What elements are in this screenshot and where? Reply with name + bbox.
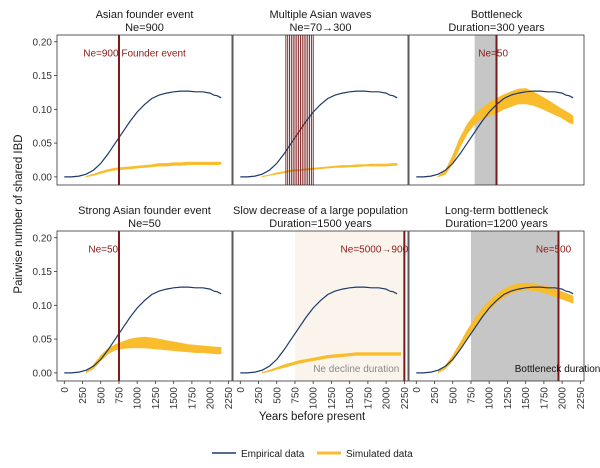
x-tick-label: 500 bbox=[96, 387, 107, 404]
plot-area bbox=[240, 35, 398, 185]
simulated-ribbon bbox=[85, 161, 222, 178]
empirical-line bbox=[64, 90, 222, 178]
x-tick-label: 250 bbox=[78, 387, 89, 404]
y-tick-label: 0.05 bbox=[33, 335, 53, 346]
y-tick-label: 0.20 bbox=[33, 233, 53, 244]
plot-area bbox=[416, 35, 574, 185]
x-tick-label: 0 bbox=[412, 387, 423, 393]
panel-title: Multiple Asian waves bbox=[269, 9, 372, 21]
x-tick-label: 250 bbox=[254, 387, 265, 404]
panel-frame bbox=[56, 230, 233, 382]
empirical-line bbox=[240, 90, 398, 178]
x-tick-label: 250 bbox=[430, 387, 441, 404]
x-tick-label: 2250 bbox=[224, 387, 235, 410]
annotation: Ne=50 bbox=[88, 245, 118, 256]
x-tick-label: 1500 bbox=[521, 387, 532, 410]
panel-title: Slow decrease of a large population bbox=[233, 205, 408, 217]
x-tick-label: 750 bbox=[467, 387, 478, 404]
x-tick-label: 500 bbox=[448, 387, 459, 404]
x-tick-label: 0 bbox=[236, 387, 247, 393]
panel-frame bbox=[408, 34, 585, 186]
y-tick-label: 0.15 bbox=[33, 267, 53, 278]
legend: Empirical data Simulated data bbox=[212, 449, 413, 460]
plot-area bbox=[416, 231, 574, 381]
y-axis-label: Pairwise number of shared IBD bbox=[13, 134, 25, 293]
empirical-line bbox=[416, 286, 574, 374]
y-tick-label: 0.10 bbox=[33, 301, 53, 312]
panel-frame bbox=[232, 230, 409, 382]
annotation: Ne=900 Founder event bbox=[83, 49, 186, 60]
y-tick-label: 0.00 bbox=[33, 172, 53, 183]
simulated-ribbon bbox=[261, 352, 401, 374]
x-tick-label: 1750 bbox=[187, 387, 198, 410]
panel-subtitle: Ne=900 bbox=[125, 22, 164, 34]
x-tick-label: 1500 bbox=[345, 387, 356, 410]
x-tick-label: 750 bbox=[115, 387, 126, 404]
plot-area bbox=[64, 231, 222, 381]
panel-frame bbox=[408, 230, 585, 382]
plot-area bbox=[64, 35, 222, 185]
annotation: Ne=500 bbox=[536, 245, 572, 256]
x-tick-label: 500 bbox=[272, 387, 283, 404]
simulated-ribbon bbox=[437, 88, 574, 178]
x-tick-label: 1750 bbox=[363, 387, 374, 410]
panel-title: Asian founder event bbox=[96, 9, 194, 21]
y-tick-label: 0.00 bbox=[33, 368, 53, 379]
x-tick-label: 2000 bbox=[206, 387, 217, 410]
panel-5: Slow decrease of a large populationDurat… bbox=[232, 205, 411, 410]
x-tick-label: 0 bbox=[60, 387, 71, 393]
panel-4: Strong Asian founder eventNe=50Ne=500.00… bbox=[33, 205, 235, 409]
panel-title: Strong Asian founder event bbox=[78, 205, 211, 217]
x-tick-label: 1250 bbox=[327, 387, 338, 410]
x-tick-label: 2000 bbox=[558, 387, 569, 410]
x-tick-label: 1250 bbox=[151, 387, 162, 410]
annotation: Bottleneck duration bbox=[515, 364, 600, 375]
panel-subtitle: Duration=300 years bbox=[448, 22, 545, 34]
simulated-ribbon bbox=[85, 336, 222, 374]
y-tick-label: 0.05 bbox=[33, 139, 53, 150]
panel-frame bbox=[232, 34, 409, 186]
panel-subtitle: Ne=70→300 bbox=[289, 22, 351, 34]
legend-simulated-label: Simulated data bbox=[346, 449, 413, 460]
annotation: Ne=5000→900 bbox=[341, 245, 409, 256]
annotation: Ne=50 bbox=[478, 49, 508, 60]
x-tick-label: 1750 bbox=[539, 387, 550, 410]
annotation: Ne decline duration bbox=[313, 364, 399, 375]
x-tick-label: 1500 bbox=[169, 387, 180, 410]
panel-title: Long-term bottleneck bbox=[445, 205, 549, 217]
x-tick-label: 2250 bbox=[400, 387, 411, 410]
y-tick-label: 0.20 bbox=[33, 37, 53, 48]
panel-subtitle: Ne=50 bbox=[128, 218, 161, 230]
x-tick-label: 1000 bbox=[309, 387, 320, 410]
panel-subtitle: Duration=1500 years bbox=[269, 218, 372, 230]
x-tick-label: 1250 bbox=[503, 387, 514, 410]
legend-empirical-label: Empirical data bbox=[241, 449, 305, 460]
x-tick-label: 1000 bbox=[485, 387, 496, 410]
panel-title: Bottleneck bbox=[471, 9, 523, 21]
x-tick-label: 1000 bbox=[133, 387, 144, 410]
y-tick-label: 0.10 bbox=[33, 105, 53, 116]
empirical-line bbox=[64, 286, 222, 374]
x-tick-label: 2250 bbox=[576, 387, 587, 410]
panel-frame bbox=[56, 34, 233, 186]
y-tick-label: 0.15 bbox=[33, 71, 53, 82]
x-axis-label: Years before present bbox=[259, 411, 366, 423]
x-tick-label: 750 bbox=[291, 387, 302, 404]
x-tick-label: 2000 bbox=[382, 387, 393, 410]
panel-subtitle: Duration=1200 years bbox=[445, 218, 548, 230]
simulated-ribbon bbox=[261, 163, 398, 178]
empirical-line bbox=[416, 90, 574, 178]
plot-area bbox=[240, 231, 406, 381]
empirical-line bbox=[240, 286, 398, 374]
